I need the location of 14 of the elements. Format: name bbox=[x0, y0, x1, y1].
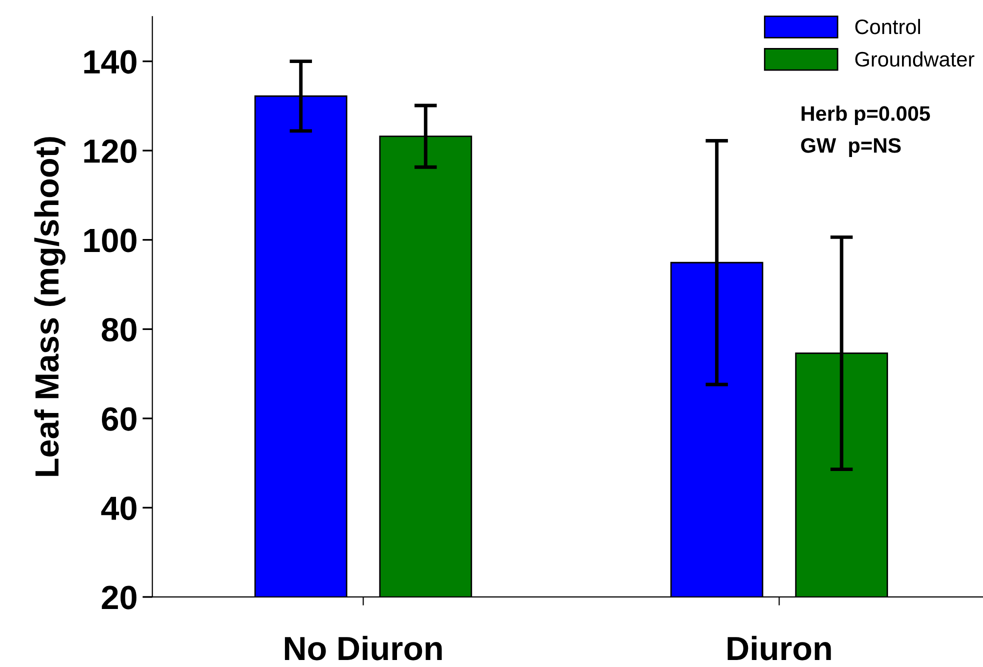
y-tick-label: 40 bbox=[101, 496, 136, 520]
y-tick-label: 80 bbox=[102, 318, 136, 342]
x-tick-label: No Diuron bbox=[284, 636, 442, 660]
y-tick-label: 120 bbox=[84, 139, 136, 163]
annotation: Herb p=0.005 bbox=[802, 106, 930, 126]
legend-label: Groundwater bbox=[855, 51, 974, 67]
y-tick-label: 140 bbox=[84, 50, 136, 74]
y-tick-label: 60 bbox=[102, 407, 136, 431]
y-tick-label: 100 bbox=[84, 228, 136, 252]
y-axis-title: Leaf Mass (mg/shoot) bbox=[34, 137, 66, 476]
x-tick-label: Diuron bbox=[728, 636, 831, 660]
annotation: GW p=NS bbox=[801, 138, 901, 157]
legend-label: Control bbox=[855, 18, 920, 34]
y-tick-label: 20 bbox=[102, 586, 136, 610]
